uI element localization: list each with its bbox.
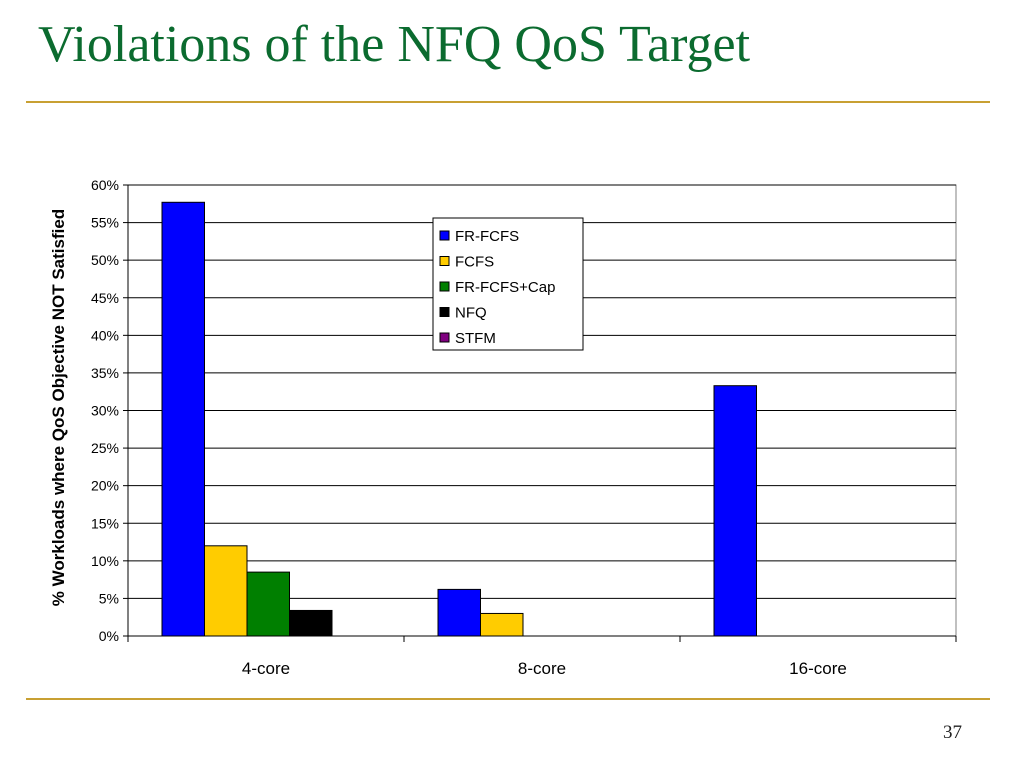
page-number: 37: [943, 722, 962, 743]
y-tick-label: 50%: [91, 252, 119, 268]
axes: 0% 5% 10% 15% 20% 25% 30% 35% 40% 45% 50% 55% 60% 4-c…: [91, 177, 957, 678]
bar-fr-fcfs-16-core: [713, 385, 757, 637]
y-tick-label: 55%: [91, 215, 119, 231]
y-tick-label: 40%: [91, 327, 119, 343]
y-tick-label: 60%: [91, 177, 119, 193]
legend-swatch: [439, 307, 450, 317]
bar-fcfs-4-core: [204, 545, 248, 637]
y-tick-label: 5%: [99, 590, 119, 606]
legend-box: [432, 217, 584, 351]
legend-swatch: [439, 332, 450, 343]
y-tick-label: 10%: [91, 553, 119, 569]
legend: FR-FCFS FCFS FR-FCFS+Cap NFQ STFM: [432, 217, 584, 351]
title-divider: [26, 101, 990, 103]
legend-label: NFQ: [455, 305, 487, 322]
y-tick-label: 30%: [91, 403, 119, 419]
legend-swatch: [439, 256, 450, 266]
legend-swatch: [439, 281, 450, 292]
bar-fcfs-8-core: [480, 612, 524, 637]
x-tick-label: 16-core: [789, 659, 847, 678]
y-tick-label: 45%: [91, 290, 119, 306]
bar-fr-fcfs-4-core: [161, 201, 205, 637]
x-tick-label: 8-core: [518, 659, 566, 678]
y-tick-label: 15%: [91, 515, 119, 531]
bar-fr-fcfs-cap-4-core: [246, 571, 290, 637]
legend-label: FCFS: [455, 254, 494, 271]
y-tick-label: 35%: [91, 365, 119, 381]
bar-nfq-4-core: [289, 609, 333, 637]
y-tick-label: 25%: [91, 440, 119, 456]
y-tick-label: 0%: [99, 628, 119, 644]
bars: [161, 201, 757, 637]
bar-fr-fcfs-8-core: [437, 588, 481, 637]
legend-label: FR-FCFS: [455, 228, 519, 245]
y-tick-label: 20%: [91, 478, 119, 494]
slide-title: Violations of the NFQ QoS Target: [38, 16, 751, 73]
footer-divider: [26, 698, 990, 700]
y-axis-title: % Workloads where QoS Objective NOT Sati…: [49, 209, 68, 606]
legend-label: STFM: [455, 330, 496, 347]
legend-label: FR-FCFS+Cap: [455, 279, 555, 296]
x-tick-label: 4-core: [242, 659, 290, 678]
legend-swatch: [439, 230, 450, 241]
